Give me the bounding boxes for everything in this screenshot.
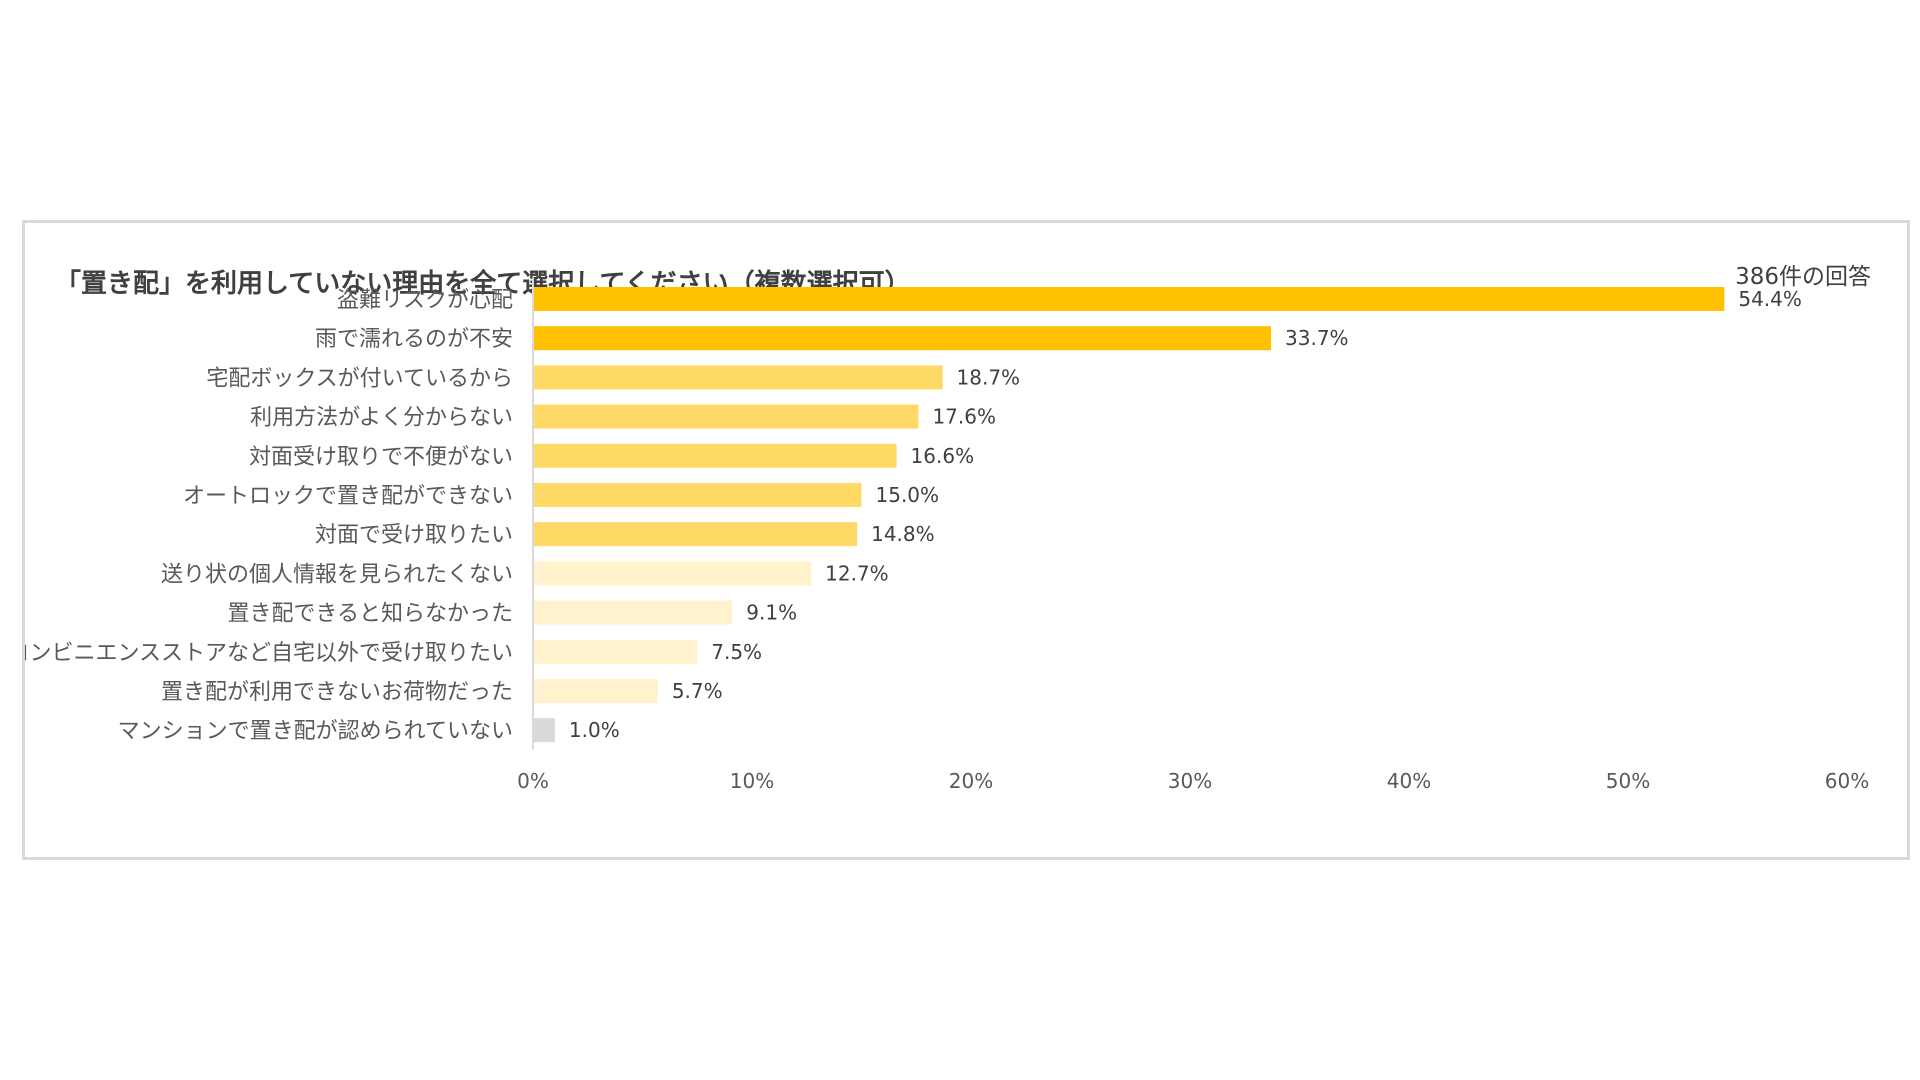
data-label: 5.7% xyxy=(672,679,723,703)
bar xyxy=(534,561,812,586)
category-label: 対面受け取りで不便がない xyxy=(249,445,513,470)
x-tick-label: 40% xyxy=(1387,769,1431,793)
data-label: 1.0% xyxy=(569,718,620,742)
x-tick-label: 60% xyxy=(1825,769,1869,793)
response-count: 386件の回答 xyxy=(1735,264,1871,290)
data-label: 54.4% xyxy=(1738,287,1802,311)
x-tick-label: 20% xyxy=(949,769,993,793)
bar xyxy=(534,483,862,507)
category-label: マンションで置き配が認められていない xyxy=(118,719,513,744)
data-label: 33.7% xyxy=(1285,326,1349,350)
category-label: 送り状の個人情報を見られたくない xyxy=(161,562,513,587)
category-label: 盗難リスクが心配 xyxy=(337,288,513,313)
bar xyxy=(534,404,919,429)
category-label: 対面で受け取りたい xyxy=(315,523,513,548)
data-label: 14.8% xyxy=(871,522,935,546)
bar xyxy=(534,326,1272,351)
data-label: 12.7% xyxy=(825,561,889,585)
x-tick-label: 30% xyxy=(1168,769,1212,793)
bar xyxy=(534,639,698,664)
category-label: 置き配が利用できないお荷物だった xyxy=(161,680,513,705)
x-tick-label: 50% xyxy=(1606,769,1650,793)
category-label: コンビニエンスストアなど自宅以外で受け取りたい xyxy=(25,641,513,666)
data-label: 7.5% xyxy=(711,640,762,664)
x-tick-label: 0% xyxy=(517,769,549,793)
bar xyxy=(534,287,1725,311)
category-label: 宅配ボックスが付いているから xyxy=(206,366,513,391)
category-label: 利用方法がよく分からない xyxy=(250,406,513,431)
category-label: 雨で濡れるのが不安 xyxy=(315,327,513,352)
bar xyxy=(534,522,858,547)
category-label: オートロックで置き配ができない xyxy=(183,484,513,509)
bar xyxy=(534,443,897,468)
data-label: 18.7% xyxy=(957,365,1021,389)
chart-frame: 「置き配」を利用していない理由を全て選択してください（複数選択可） 386件の回… xyxy=(22,220,1910,860)
x-tick-label: 10% xyxy=(730,769,774,793)
bar xyxy=(534,365,943,390)
data-label: 17.6% xyxy=(932,405,996,429)
bar xyxy=(534,679,658,703)
data-label: 16.6% xyxy=(911,444,975,468)
category-label: 置き配できると知らなかった xyxy=(227,602,513,627)
bar-chart-plot: 盗難リスクが心配 54.4% 雨で濡れるのが不安 33.7% 宅配ボックスが付いているか… xyxy=(25,277,1869,793)
data-label: 15.0% xyxy=(876,483,940,507)
data-label: 9.1% xyxy=(746,601,797,625)
bar xyxy=(534,600,733,625)
bar xyxy=(534,718,555,743)
